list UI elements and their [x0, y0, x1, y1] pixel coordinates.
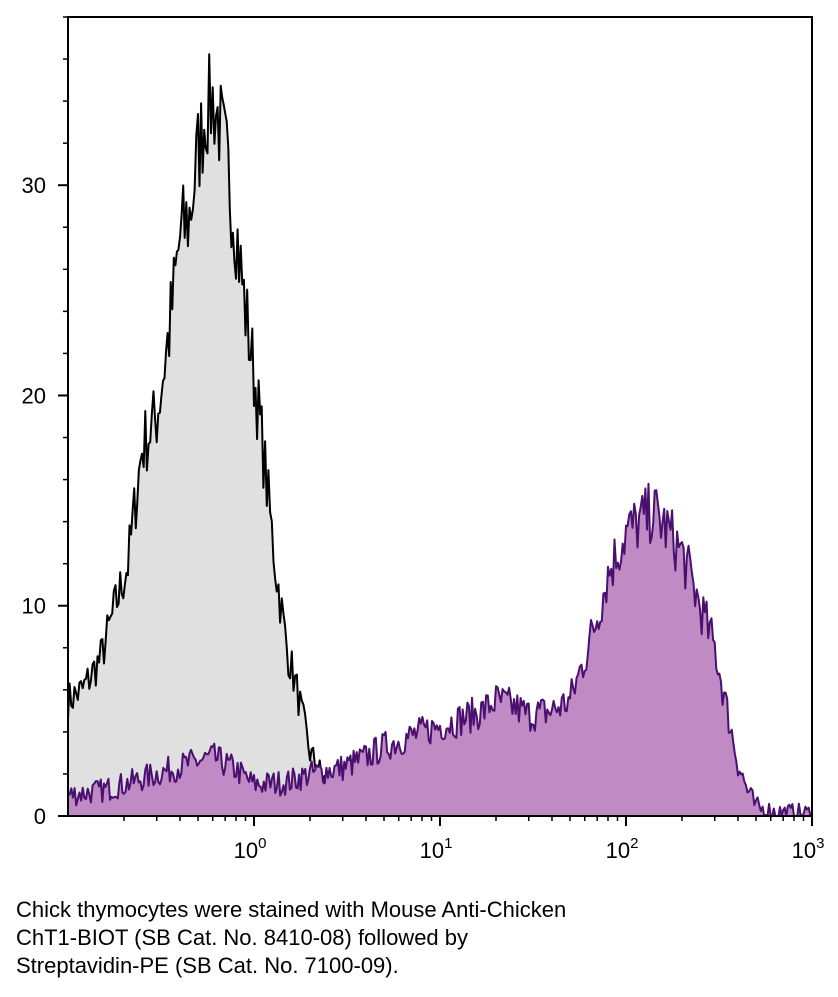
x-tick-label: 103 [792, 835, 825, 863]
y-axis: 0 10 20 30 [22, 16, 68, 829]
series-2-line [67, 482, 813, 817]
plot-series-group [67, 53, 813, 817]
series-1-area [68, 54, 366, 816]
caption-line-3: Streptavidin-PE (SB Cat. No. 7100-09). [16, 953, 399, 978]
x-tick-label: 102 [606, 835, 639, 863]
x-tick-label: 100 [234, 835, 267, 863]
figure-caption: Chick thymocytes were stained with Mouse… [16, 896, 816, 980]
y-tick-label: 10 [22, 594, 46, 619]
caption-line-1: Chick thymocytes were stained with Mouse… [16, 897, 567, 922]
y-tick-label: 30 [22, 173, 46, 198]
x-tick-label: 101 [420, 835, 453, 863]
histogram-chart: 100 101 102 103 0 10 20 30 [22, 16, 825, 863]
x-axis: 100 101 102 103 [123, 816, 825, 863]
series-2-area [68, 483, 812, 816]
caption-line-2: ChT1-BIOT (SB Cat. No. 8410-08) followed… [16, 925, 469, 950]
y-tick-label: 0 [34, 804, 46, 829]
y-tick-label: 20 [22, 383, 46, 408]
